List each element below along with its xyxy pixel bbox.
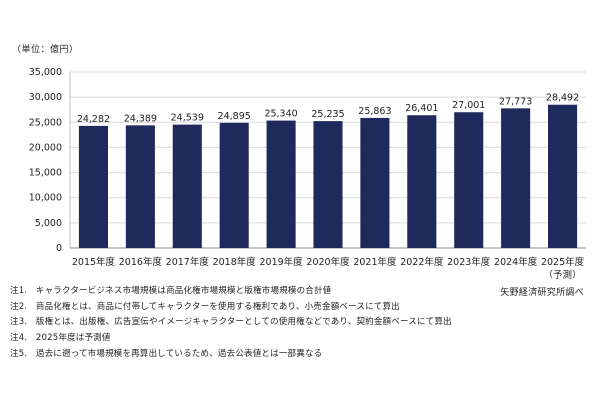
note-2: 注2. 商品化権とは、商品に付帯してキャラクターを使用する権利であり、小売金額ベ… xyxy=(10,301,400,312)
x-tick-sublabel: （予測） xyxy=(544,269,582,281)
x-tick-label: 2020年度 xyxy=(306,256,350,268)
y-tick-label: 30,000 xyxy=(29,92,62,103)
x-tick-label: 2016年度 xyxy=(119,256,163,268)
x-tick-label: 2024年度 xyxy=(494,256,538,268)
bar-value-label: 24,895 xyxy=(218,111,251,122)
bar-value-label: 26,401 xyxy=(405,103,438,114)
note-3: 注3. 版権とは、出版権、広告宣伝やイメージキャラクターとしての使用権などであり… xyxy=(10,317,452,328)
bar-value-label: 24,389 xyxy=(124,113,157,124)
bar xyxy=(454,112,484,248)
x-tick-label: 2019年度 xyxy=(259,256,303,268)
bar-value-label: 24,282 xyxy=(77,114,110,125)
source-label: 矢野経済研究所調べ xyxy=(500,288,584,298)
x-tick-label: 2022年度 xyxy=(400,256,444,268)
note-5: 注5. 過去に遡って市場規模を再算出しているため、過去公表値とは一部異なる xyxy=(10,348,323,359)
bar xyxy=(407,115,437,248)
x-tick-label: 2025年度 xyxy=(541,256,585,268)
unit-label: （単位：億円） xyxy=(12,45,79,55)
bar-value-label: 25,863 xyxy=(358,106,391,117)
y-tick-label: 25,000 xyxy=(29,117,62,128)
x-tick-label: 2023年度 xyxy=(447,256,491,268)
bar-value-label: 28,492 xyxy=(546,93,579,104)
y-tick-label: 5,000 xyxy=(35,218,62,229)
notes-list: 注1. キャラクタービジネス市場規模は商品化権市場規模と版権市場規模の合計値 注… xyxy=(10,284,452,362)
bar xyxy=(172,124,202,248)
bar-value-label: 25,340 xyxy=(264,109,297,120)
x-tick-label: 2018年度 xyxy=(213,256,257,268)
bar xyxy=(313,121,343,248)
bar xyxy=(78,125,108,248)
bar-value-label: 27,001 xyxy=(452,100,485,111)
bar xyxy=(548,104,578,248)
x-tick-label: 2021年度 xyxy=(353,256,397,268)
y-tick-label: 20,000 xyxy=(29,142,62,153)
y-tick-label: 10,000 xyxy=(29,193,62,204)
bar-value-label: 27,773 xyxy=(499,96,532,107)
y-tick-label: 15,000 xyxy=(29,168,62,179)
bar xyxy=(501,108,531,248)
y-tick-label: 35,000 xyxy=(29,67,62,78)
bar xyxy=(219,122,249,248)
bar-value-label: 25,235 xyxy=(311,109,344,120)
x-tick-label: 2017年度 xyxy=(166,256,210,268)
note-4: 注4. 2025年度は予測値 xyxy=(10,333,111,344)
x-tick-label: 2015年度 xyxy=(72,256,116,268)
bar xyxy=(125,125,155,248)
note-1: 注1. キャラクタービジネス市場規模は商品化権市場規模と版権市場規模の合計値 xyxy=(10,286,332,296)
y-tick-label: 0 xyxy=(56,243,62,254)
bar-chart: 0 5,000 10,000 15,000 20,000 25,000 30,000 35,0… xyxy=(29,67,586,281)
bar-value-label: 24,539 xyxy=(171,113,204,124)
bar xyxy=(360,117,390,248)
bar xyxy=(266,120,296,248)
